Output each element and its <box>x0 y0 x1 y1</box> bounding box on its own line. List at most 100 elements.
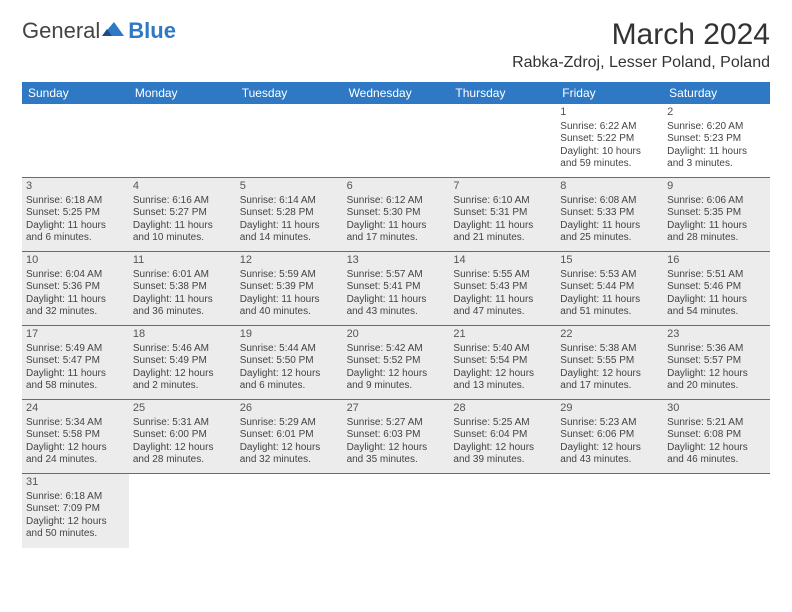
calendar-cell: 26Sunrise: 5:29 AMSunset: 6:01 PMDayligh… <box>236 400 343 474</box>
day-number: 26 <box>240 402 339 416</box>
daylight-line: Daylight: 11 hours and 36 minutes. <box>133 294 232 319</box>
day-number: 10 <box>26 254 125 268</box>
calendar-cell: 14Sunrise: 5:55 AMSunset: 5:43 PMDayligh… <box>449 252 556 326</box>
sunrise-line: Sunrise: 6:04 AM <box>26 269 125 282</box>
day-number: 30 <box>667 402 766 416</box>
day-number: 4 <box>133 180 232 194</box>
sunrise-line: Sunrise: 5:29 AM <box>240 417 339 430</box>
sunset-line: Sunset: 6:03 PM <box>347 429 446 442</box>
calendar-cell: 20Sunrise: 5:42 AMSunset: 5:52 PMDayligh… <box>343 326 450 400</box>
daylight-line: Daylight: 12 hours and 43 minutes. <box>560 442 659 467</box>
sunset-line: Sunset: 5:44 PM <box>560 281 659 294</box>
day-number: 27 <box>347 402 446 416</box>
sunset-line: Sunset: 5:57 PM <box>667 355 766 368</box>
sunrise-line: Sunrise: 5:40 AM <box>453 343 552 356</box>
day-info: Sunrise: 6:12 AMSunset: 5:30 PMDaylight:… <box>347 195 446 245</box>
daylight-line: Daylight: 11 hours and 10 minutes. <box>133 220 232 245</box>
calendar-cell: 12Sunrise: 5:59 AMSunset: 5:39 PMDayligh… <box>236 252 343 326</box>
day-number: 8 <box>560 180 659 194</box>
sunset-line: Sunset: 5:25 PM <box>26 207 125 220</box>
calendar-cell <box>22 104 129 178</box>
sunrise-line: Sunrise: 5:51 AM <box>667 269 766 282</box>
logo-mark-icon <box>102 18 126 44</box>
day-info: Sunrise: 5:46 AMSunset: 5:49 PMDaylight:… <box>133 343 232 393</box>
sunrise-line: Sunrise: 5:36 AM <box>667 343 766 356</box>
calendar-cell <box>129 474 236 548</box>
day-info: Sunrise: 6:06 AMSunset: 5:35 PMDaylight:… <box>667 195 766 245</box>
day-info: Sunrise: 6:04 AMSunset: 5:36 PMDaylight:… <box>26 269 125 319</box>
day-info: Sunrise: 5:27 AMSunset: 6:03 PMDaylight:… <box>347 417 446 467</box>
day-number: 22 <box>560 328 659 342</box>
sunset-line: Sunset: 5:35 PM <box>667 207 766 220</box>
sunrise-line: Sunrise: 6:18 AM <box>26 491 125 504</box>
day-info: Sunrise: 5:42 AMSunset: 5:52 PMDaylight:… <box>347 343 446 393</box>
calendar-cell <box>449 104 556 178</box>
daylight-line: Daylight: 11 hours and 28 minutes. <box>667 220 766 245</box>
day-info: Sunrise: 5:38 AMSunset: 5:55 PMDaylight:… <box>560 343 659 393</box>
calendar-cell: 13Sunrise: 5:57 AMSunset: 5:41 PMDayligh… <box>343 252 450 326</box>
sunrise-line: Sunrise: 5:23 AM <box>560 417 659 430</box>
day-info: Sunrise: 5:31 AMSunset: 6:00 PMDaylight:… <box>133 417 232 467</box>
day-info: Sunrise: 6:10 AMSunset: 5:31 PMDaylight:… <box>453 195 552 245</box>
daylight-line: Daylight: 10 hours and 59 minutes. <box>560 146 659 171</box>
sunrise-line: Sunrise: 6:22 AM <box>560 121 659 134</box>
sunset-line: Sunset: 5:22 PM <box>560 133 659 146</box>
day-number: 13 <box>347 254 446 268</box>
calendar-cell <box>236 474 343 548</box>
sunset-line: Sunset: 5:58 PM <box>26 429 125 442</box>
sunset-line: Sunset: 5:46 PM <box>667 281 766 294</box>
daylight-line: Daylight: 12 hours and 28 minutes. <box>133 442 232 467</box>
calendar-cell <box>449 474 556 548</box>
calendar-cell <box>343 474 450 548</box>
calendar-cell: 9Sunrise: 6:06 AMSunset: 5:35 PMDaylight… <box>663 178 770 252</box>
calendar-cell: 7Sunrise: 6:10 AMSunset: 5:31 PMDaylight… <box>449 178 556 252</box>
day-info: Sunrise: 6:08 AMSunset: 5:33 PMDaylight:… <box>560 195 659 245</box>
sunset-line: Sunset: 5:33 PM <box>560 207 659 220</box>
weekday-wednesday: Wednesday <box>343 82 450 104</box>
calendar-cell: 1Sunrise: 6:22 AMSunset: 5:22 PMDaylight… <box>556 104 663 178</box>
day-number: 25 <box>133 402 232 416</box>
sunset-line: Sunset: 6:01 PM <box>240 429 339 442</box>
calendar-cell: 5Sunrise: 6:14 AMSunset: 5:28 PMDaylight… <box>236 178 343 252</box>
day-info: Sunrise: 6:22 AMSunset: 5:22 PMDaylight:… <box>560 121 659 171</box>
calendar-cell: 8Sunrise: 6:08 AMSunset: 5:33 PMDaylight… <box>556 178 663 252</box>
daylight-line: Daylight: 12 hours and 17 minutes. <box>560 368 659 393</box>
daylight-line: Daylight: 12 hours and 24 minutes. <box>26 442 125 467</box>
calendar-cell: 28Sunrise: 5:25 AMSunset: 6:04 PMDayligh… <box>449 400 556 474</box>
calendar-cell <box>236 104 343 178</box>
calendar-cell: 16Sunrise: 5:51 AMSunset: 5:46 PMDayligh… <box>663 252 770 326</box>
sunrise-line: Sunrise: 5:25 AM <box>453 417 552 430</box>
sunset-line: Sunset: 5:28 PM <box>240 207 339 220</box>
sunset-line: Sunset: 5:27 PM <box>133 207 232 220</box>
calendar-cell: 29Sunrise: 5:23 AMSunset: 6:06 PMDayligh… <box>556 400 663 474</box>
weekday-tuesday: Tuesday <box>236 82 343 104</box>
sunset-line: Sunset: 6:00 PM <box>133 429 232 442</box>
page-title: March 2024 <box>512 18 770 52</box>
day-number: 6 <box>347 180 446 194</box>
daylight-line: Daylight: 12 hours and 35 minutes. <box>347 442 446 467</box>
day-info: Sunrise: 5:59 AMSunset: 5:39 PMDaylight:… <box>240 269 339 319</box>
sunset-line: Sunset: 5:43 PM <box>453 281 552 294</box>
calendar-cell: 24Sunrise: 5:34 AMSunset: 5:58 PMDayligh… <box>22 400 129 474</box>
logo: General Blue <box>22 18 176 44</box>
day-number: 23 <box>667 328 766 342</box>
calendar-cell: 21Sunrise: 5:40 AMSunset: 5:54 PMDayligh… <box>449 326 556 400</box>
daylight-line: Daylight: 12 hours and 2 minutes. <box>133 368 232 393</box>
day-info: Sunrise: 5:23 AMSunset: 6:06 PMDaylight:… <box>560 417 659 467</box>
location-text: Rabka-Zdroj, Lesser Poland, Poland <box>512 54 770 72</box>
day-number: 21 <box>453 328 552 342</box>
calendar-cell: 27Sunrise: 5:27 AMSunset: 6:03 PMDayligh… <box>343 400 450 474</box>
day-number: 5 <box>240 180 339 194</box>
calendar-cell: 31Sunrise: 6:18 AMSunset: 7:09 PMDayligh… <box>22 474 129 548</box>
daylight-line: Daylight: 11 hours and 17 minutes. <box>347 220 446 245</box>
sunset-line: Sunset: 5:52 PM <box>347 355 446 368</box>
calendar-cell: 17Sunrise: 5:49 AMSunset: 5:47 PMDayligh… <box>22 326 129 400</box>
day-info: Sunrise: 5:51 AMSunset: 5:46 PMDaylight:… <box>667 269 766 319</box>
calendar-cell: 11Sunrise: 6:01 AMSunset: 5:38 PMDayligh… <box>129 252 236 326</box>
sunset-line: Sunset: 5:31 PM <box>453 207 552 220</box>
day-info: Sunrise: 5:44 AMSunset: 5:50 PMDaylight:… <box>240 343 339 393</box>
day-info: Sunrise: 6:18 AMSunset: 7:09 PMDaylight:… <box>26 491 125 541</box>
logo-word2: Blue <box>128 18 176 44</box>
day-number: 2 <box>667 106 766 120</box>
header-right: March 2024 Rabka-Zdroj, Lesser Poland, P… <box>512 18 770 72</box>
